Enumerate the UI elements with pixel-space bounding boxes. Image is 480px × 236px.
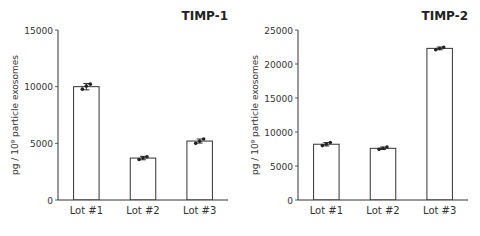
data-point [194, 142, 198, 146]
data-point [198, 139, 202, 143]
bar [130, 158, 156, 200]
tick-label: 20000 [264, 60, 293, 70]
chart: TIMP-1 0 5000 10000 15000 pg / 10⁹ particle e… [0, 0, 480, 236]
tick-label: 25000 [264, 26, 293, 36]
data-point [385, 145, 389, 149]
data-point [145, 155, 149, 159]
data-point [202, 137, 206, 141]
error-bar [140, 156, 146, 159]
tick-label: 15000 [264, 94, 293, 104]
data-point [329, 141, 333, 145]
category-label: Lot #1 [70, 205, 103, 216]
panel: TIMP-2 0 5000 10000 15000 20000 25000 pg / 10⁹ … [250, 9, 468, 216]
category-label: Lot #1 [310, 205, 343, 216]
data-point [81, 87, 85, 91]
error-bar [83, 83, 89, 89]
tick-label: 10000 [24, 82, 53, 92]
bar [74, 87, 100, 200]
tick-label: 10000 [264, 128, 293, 138]
bar [427, 48, 453, 200]
data-point [381, 147, 385, 151]
axis-label: pg / 10⁹ particle exosomes [250, 55, 260, 175]
tick-label: 15000 [24, 26, 53, 36]
tick-label: 5000 [270, 162, 293, 172]
bar [370, 148, 396, 200]
data-point [442, 46, 446, 50]
category-label: Lot #3 [183, 205, 216, 216]
tick-label: 0 [47, 196, 53, 206]
marks [314, 46, 453, 200]
title: TIMP-2 [421, 9, 468, 23]
category-label: Lot #2 [126, 205, 159, 216]
data-point [434, 48, 438, 52]
tick-label: 5000 [30, 139, 53, 149]
category-label: Lot #2 [366, 205, 399, 216]
data-point [377, 148, 381, 152]
axis-label: pg / 10⁹ particle exosomes [10, 55, 20, 175]
x-axis [298, 200, 468, 201]
category-label: Lot #3 [423, 205, 456, 216]
error-bar [437, 47, 443, 50]
tick-label: 0 [287, 196, 293, 206]
x-axis [58, 200, 228, 201]
error-bar [323, 143, 329, 146]
marks [74, 82, 213, 200]
error-bar [380, 147, 386, 149]
bar [314, 144, 340, 200]
title: TIMP-1 [181, 9, 228, 23]
panel: TIMP-1 0 5000 10000 15000 pg / 10⁹ particle e… [10, 9, 228, 216]
data-point [438, 47, 442, 51]
data-point [137, 158, 141, 162]
y-axis [58, 30, 59, 200]
data-point [141, 156, 145, 160]
error-bar [197, 139, 203, 143]
data-point [325, 142, 329, 146]
bar [187, 141, 213, 200]
data-point [85, 84, 89, 88]
y-axis [298, 30, 299, 200]
data-point [321, 144, 325, 148]
data-point [89, 82, 93, 86]
